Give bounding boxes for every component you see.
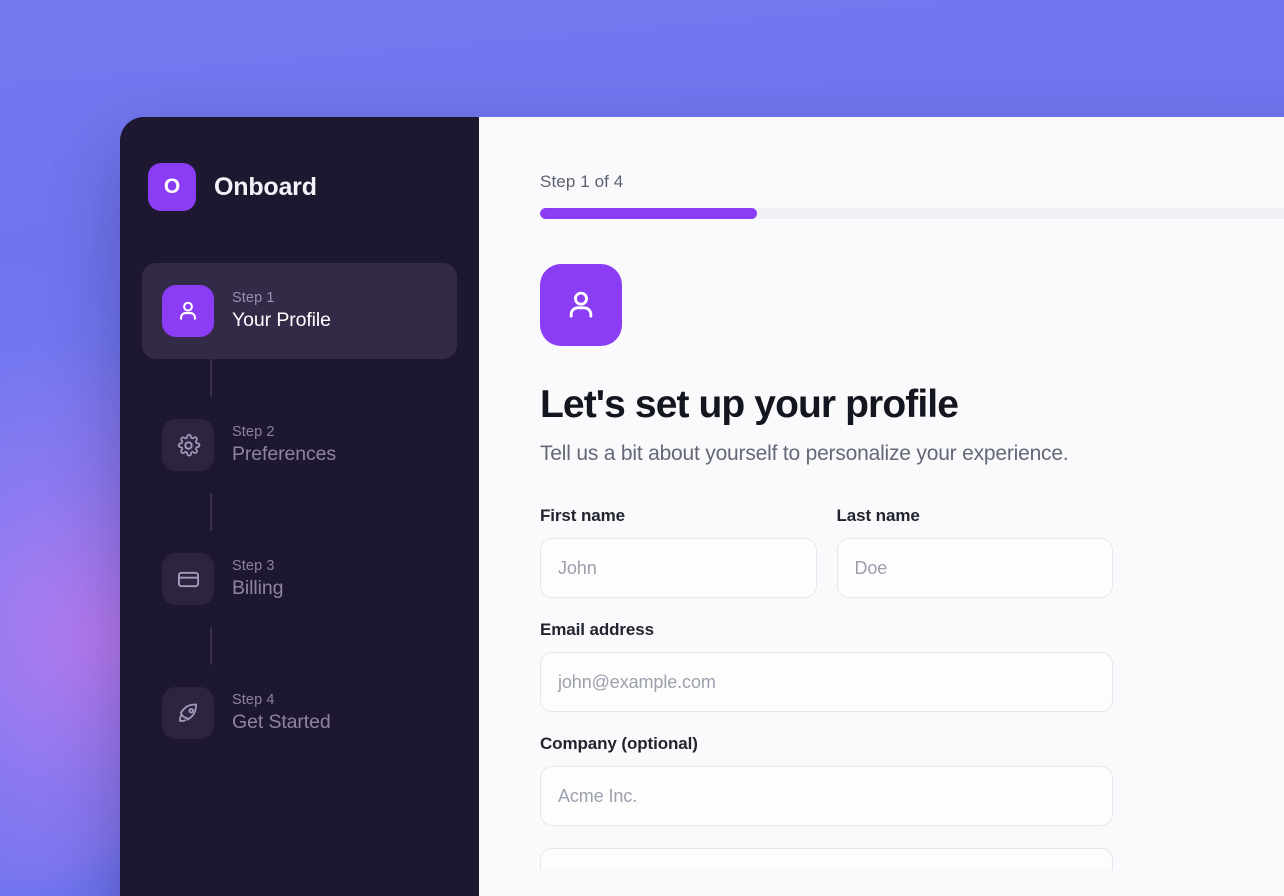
sidebar-step-label: Get Started <box>232 711 331 733</box>
brand: O Onboard <box>120 147 479 211</box>
sidebar-step-label: Preferences <box>232 443 337 465</box>
last-name-label: Last name <box>836 506 920 525</box>
sidebar-step-text: Step 4 Get Started <box>232 692 331 734</box>
step-connector <box>210 359 212 397</box>
sidebar-step-get-started[interactable]: Step 4 Get Started <box>142 665 457 761</box>
onboarding-card: O Onboard Step 1 Your Profile <box>120 117 1284 896</box>
company-label: Company (optional) <box>540 734 698 753</box>
company-field: Company (optional) Acme Inc. <box>540 734 1113 826</box>
company-input[interactable]: Acme Inc. <box>540 766 1113 826</box>
progress-bar-fill <box>540 208 757 219</box>
progress-bar <box>540 208 1284 219</box>
hero-user-icon <box>540 264 622 346</box>
sidebar-step-text: Step 2 Preferences <box>232 424 336 466</box>
step-nav: Step 1 Your Profile Step 2 <box>120 263 479 761</box>
sidebar-step-label: Your Profile <box>232 309 331 331</box>
email-label: Email address <box>540 620 654 639</box>
profile-form: First name John Last name Doe Email addr… <box>540 506 1113 870</box>
user-icon <box>162 285 214 337</box>
logo-badge: O <box>148 163 196 211</box>
sidebar: O Onboard Step 1 Your Profile <box>120 117 479 896</box>
name-row: First name John Last name Doe <box>540 506 1113 620</box>
next-field-clipped <box>540 848 1113 870</box>
last-name-input[interactable]: Doe <box>836 538 1113 598</box>
credit-card-icon <box>162 553 214 605</box>
sidebar-step-kicker: Step 1 <box>232 290 275 306</box>
main-content: Step 1 of 4 2 Let's set up your profile … <box>479 117 1284 896</box>
email-field: Email address john@example.com <box>540 620 1113 712</box>
email-input[interactable]: john@example.com <box>540 652 1113 712</box>
last-name-field: Last name Doe <box>836 506 1113 598</box>
first-name-label: First name <box>540 506 625 525</box>
step-connector <box>210 627 212 665</box>
sidebar-step-your-profile[interactable]: Step 1 Your Profile <box>142 263 457 359</box>
first-name-input[interactable]: John <box>540 538 817 598</box>
progress-step-label: Step 1 of 4 <box>540 172 624 191</box>
brand-name: Onboard <box>214 172 317 201</box>
sidebar-step-billing[interactable]: Step 3 Billing <box>142 531 457 627</box>
page-subtitle: Tell us a bit about yourself to personal… <box>540 442 1069 465</box>
page-title: Let's set up your profile <box>540 383 959 426</box>
progress-header: Step 1 of 4 2 <box>540 172 1284 192</box>
sidebar-step-preferences[interactable]: Step 2 Preferences <box>142 397 457 493</box>
sidebar-step-kicker: Step 3 <box>232 558 275 574</box>
first-name-field: First name John <box>540 506 817 598</box>
clipped-control[interactable] <box>540 848 1113 870</box>
rocket-icon <box>162 687 214 739</box>
sidebar-step-text: Step 1 Your Profile <box>232 290 331 332</box>
sidebar-step-kicker: Step 2 <box>232 424 275 440</box>
sidebar-step-kicker: Step 4 <box>232 692 275 708</box>
step-connector <box>210 493 212 531</box>
sidebar-step-text: Step 3 Billing <box>232 558 283 600</box>
sidebar-step-label: Billing <box>232 577 284 599</box>
gear-icon <box>162 419 214 471</box>
